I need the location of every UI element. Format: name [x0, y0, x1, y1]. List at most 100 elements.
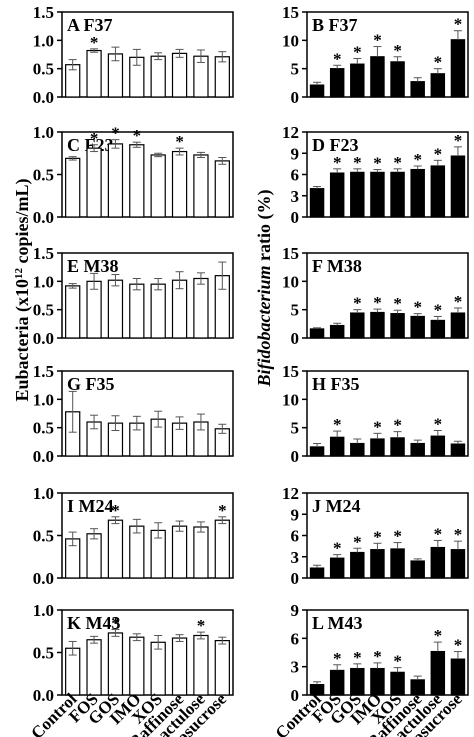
significance-star: *	[413, 298, 422, 317]
y-tick-label: 15	[282, 362, 299, 381]
bar-fos	[329, 557, 345, 579]
significance-star: *	[333, 539, 342, 558]
panel-label: G F35	[67, 374, 115, 394]
y-tick-label: 0	[291, 569, 300, 588]
bar-xos	[390, 171, 405, 218]
bar-fos	[329, 436, 345, 457]
panel-L: 0 3 6 9 L M43 * * * * * *	[291, 601, 469, 705]
y-tick-label: 0	[291, 88, 300, 107]
significance-star: *	[393, 153, 402, 172]
bar-fos	[86, 147, 102, 218]
significance-star: *	[454, 636, 463, 655]
y-tick-label: 3	[291, 548, 300, 567]
panel-label: F M38	[312, 256, 362, 276]
y-tick-label: 0.0	[33, 329, 54, 348]
bar-imo	[129, 283, 145, 339]
bar-lactosucrose	[214, 639, 230, 696]
bar-gos	[350, 312, 365, 339]
bar-lactulose	[430, 650, 446, 696]
panel-frame	[306, 609, 469, 696]
panel-label: K M43	[67, 613, 121, 633]
bar-imo	[370, 311, 385, 339]
significance-star: *	[90, 129, 99, 148]
bar-lactulose	[193, 634, 209, 696]
bar-control	[309, 567, 325, 579]
significance-star: *	[393, 41, 402, 60]
y-tick-label: 1.0	[33, 484, 54, 503]
bar-control	[309, 84, 325, 98]
significance-star: *	[353, 42, 362, 61]
bar-fos	[86, 533, 102, 579]
y-tick-label: 0	[291, 208, 300, 227]
bar-xos	[150, 641, 166, 696]
panel-F: 0 5 10 15 F M38 * * * * * *	[282, 244, 469, 348]
y-tick-label: 0.5	[33, 301, 54, 320]
y-tick-label: 0.0	[33, 447, 54, 466]
y-tick-label: 0.0	[33, 686, 54, 705]
bar-control	[309, 188, 325, 218]
significance-star: *	[454, 15, 463, 34]
panel-frame	[61, 252, 234, 339]
significance-star: *	[197, 616, 206, 635]
bar-fos	[86, 280, 102, 339]
y-tick-label: 0.5	[33, 644, 54, 663]
y-tick-label: 1.5	[33, 3, 54, 22]
y-tick-label: 0.0	[33, 208, 54, 227]
y-tick-label: 0	[291, 686, 300, 705]
significance-star: *	[413, 150, 422, 169]
significance-star: *	[353, 153, 362, 172]
bar-lactulose	[430, 165, 446, 218]
significance-star: *	[333, 49, 342, 68]
significance-star: *	[353, 532, 362, 551]
bar-gos	[107, 143, 124, 218]
y-tick-label: 6	[291, 527, 300, 546]
bar-lactosucrose	[450, 658, 466, 696]
bar-lactosucrose	[450, 549, 466, 579]
significance-star: *	[373, 293, 382, 312]
y-tick-label: 3	[291, 658, 300, 677]
significance-star: *	[218, 501, 227, 520]
significance-star: *	[393, 652, 402, 671]
bar-raffinose	[171, 525, 188, 579]
panel-label: H F35	[312, 374, 360, 394]
significance-star: *	[333, 649, 342, 668]
y-tick-label: 9	[291, 505, 300, 524]
significance-star: *	[434, 300, 443, 319]
significance-star: *	[454, 292, 463, 311]
significance-star: *	[393, 527, 402, 546]
y-tick-label: 12	[282, 484, 299, 503]
bar-lactosucrose	[214, 56, 230, 98]
bar-control	[65, 157, 81, 218]
y-tick-label: 9	[291, 144, 300, 163]
panel-label: A F37	[67, 15, 113, 35]
panel-E: 0.0 0.5 1.0 1.5 E M38	[33, 244, 234, 348]
y-tick-label: 1.0	[33, 390, 54, 409]
y-tick-label: 5	[291, 301, 300, 320]
y-tick-label: 0.0	[33, 88, 54, 107]
bar-imo	[129, 636, 145, 696]
y-tick-label: 0	[291, 447, 300, 466]
panel-label: E M38	[67, 256, 119, 276]
y-tick-label: 10	[282, 390, 299, 409]
y-tick-label: 15	[282, 244, 299, 263]
bar-fos	[329, 68, 345, 98]
bar-xos	[390, 437, 405, 457]
y-tick-label: 1.5	[33, 244, 54, 263]
bar-imo	[370, 438, 385, 457]
significance-star: *	[373, 154, 382, 173]
panel-J: 0 3 6 9 12 J M24 * * * * * *	[282, 484, 469, 588]
panel-label: L M43	[312, 613, 363, 633]
significance-star: *	[434, 415, 443, 434]
panel-frame	[61, 370, 234, 457]
bar-lactulose	[193, 154, 209, 218]
bar-raffinose	[171, 150, 188, 218]
bar-imo	[370, 56, 385, 98]
bar-xos	[390, 548, 405, 579]
y-tick-label: 0.5	[33, 60, 54, 79]
significance-star: *	[353, 648, 362, 667]
y-tick-label: 1.5	[33, 362, 54, 381]
y-tick-label: 12	[282, 123, 299, 142]
bar-imo	[129, 525, 145, 579]
y-tick-label: 1.0	[33, 601, 54, 620]
